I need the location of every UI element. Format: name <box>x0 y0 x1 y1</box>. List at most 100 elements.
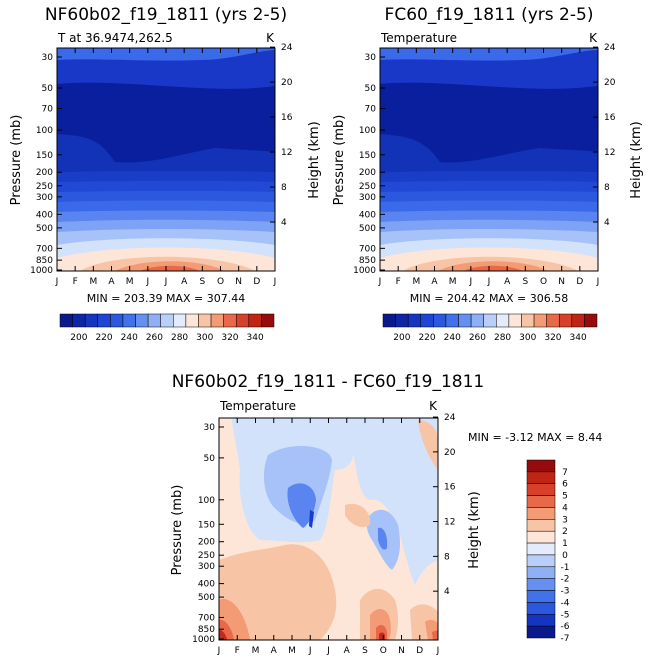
x-tick-label: A <box>504 277 511 287</box>
colorbar-swatch <box>97 313 111 328</box>
colorbar-label: -4 <box>561 598 570 608</box>
x-tick-label: M <box>126 277 134 287</box>
x-tick-label: A <box>108 277 115 287</box>
panel-3: NF60b02_f19_1811 - FC60_f19_1811 Tempera… <box>170 372 602 656</box>
y-tick-label: 50 <box>204 454 216 464</box>
colorbar-swatch <box>420 313 434 328</box>
colorbar-swatch <box>160 313 174 328</box>
panel-1-subtitle: T at 36.9474,262.5 <box>57 31 173 45</box>
colorbar-swatch <box>546 313 560 328</box>
colorbar-swatch <box>526 459 556 473</box>
y-tick-label: 150 <box>359 151 376 161</box>
x-tick-label: O <box>217 277 224 287</box>
colorbar-swatch <box>210 313 224 328</box>
y-tick-label: 700 <box>359 244 376 254</box>
y-tick-label: 700 <box>198 613 215 623</box>
colorbar-swatch <box>526 578 556 591</box>
height-tick-label: 16 <box>281 113 293 123</box>
panel-1-colorbar: 200 220 240 260 280 300 320 340 <box>59 313 275 343</box>
colorbar-label: 2 <box>562 527 568 537</box>
colorbar-label: 320 <box>221 333 238 343</box>
colorbar-label: 7 <box>562 468 568 478</box>
colorbar-swatch <box>382 313 396 328</box>
panel-3-ylabel-right: Height (km) <box>467 491 482 568</box>
y-tick-label: 500 <box>359 224 376 234</box>
colorbar-label: 200 <box>70 333 87 343</box>
colorbar-swatch <box>261 313 275 328</box>
colorbar-label: -1 <box>561 563 570 573</box>
y-tick-label: 1000 <box>192 635 215 645</box>
colorbar-label: -5 <box>561 610 570 620</box>
panel-2: FC60_f19_1811 (yrs 2-5) Temperature K J F… <box>332 5 644 343</box>
colorbar-label: 200 <box>393 333 410 343</box>
x-tick-label: J <box>55 277 59 287</box>
colorbar-swatch <box>235 313 250 328</box>
colorbar-label: 220 <box>95 333 112 343</box>
x-tick-label: D <box>576 277 583 287</box>
height-tick-label: 24 <box>281 43 293 53</box>
colorbar-swatch <box>84 313 99 328</box>
y-tick-label: 50 <box>42 84 54 94</box>
x-tick-label: F <box>396 277 401 287</box>
x-tick-label: M <box>252 646 260 656</box>
y-tick-label: 850 <box>359 256 376 266</box>
colorbar-swatch <box>526 566 556 579</box>
colorbar-label: -6 <box>561 622 570 632</box>
panel-1-stats: MIN = 203.39 MAX = 307.44 <box>87 292 245 305</box>
height-tick-label: 24 <box>444 413 456 423</box>
panel-3-ylabel: Pressure (mb) <box>170 485 185 576</box>
x-tick-label: J <box>308 646 312 656</box>
x-tick-label: J <box>146 277 150 287</box>
height-tick-label: 16 <box>604 113 616 123</box>
height-tick-label: 4 <box>281 218 287 228</box>
x-tick-label: M <box>449 277 457 287</box>
y-tick-label: 1000 <box>353 266 376 276</box>
colorbar-label: 240 <box>121 333 138 343</box>
y-tick-label: 250 <box>36 182 53 192</box>
colorbar-swatch <box>433 313 447 328</box>
colorbar-swatch <box>526 495 556 508</box>
panel-3-contours <box>219 418 438 640</box>
panel-3-stats: MIN = -3.12 MAX = 8.44 <box>468 431 602 444</box>
x-tick-label: J <box>326 646 330 656</box>
y-tick-label: 500 <box>198 593 215 603</box>
y-tick-label: 700 <box>36 244 53 254</box>
x-tick-label: J <box>217 646 221 656</box>
height-tick-label: 20 <box>604 78 616 88</box>
colorbar-swatch <box>122 313 136 328</box>
panel-2-contours <box>380 48 598 271</box>
colorbar-label: 260 <box>146 333 163 343</box>
colorbar-swatch <box>458 313 472 328</box>
colorbar-swatch <box>445 313 459 328</box>
colorbar-swatch <box>526 542 556 556</box>
x-tick-label: N <box>235 277 242 287</box>
y-tick-label: 400 <box>198 580 215 590</box>
colorbar-swatch <box>508 313 522 328</box>
colorbar-swatch <box>147 313 161 328</box>
y-tick-label: 400 <box>359 210 376 220</box>
colorbar-swatch <box>526 554 556 568</box>
height-tick-label: 20 <box>281 78 293 88</box>
y-tick-label: 30 <box>42 53 54 63</box>
colorbar-swatch <box>571 313 585 328</box>
colorbar-swatch <box>521 313 535 328</box>
y-tick-label: 500 <box>36 224 53 234</box>
colorbar-label: 280 <box>171 333 188 343</box>
x-tick-label: O <box>380 646 387 656</box>
colorbar-swatch <box>470 313 484 328</box>
x-tick-label: A <box>271 646 278 656</box>
height-tick-label: 12 <box>444 518 455 528</box>
colorbar-swatch <box>526 602 556 615</box>
colorbar-swatch <box>185 313 199 328</box>
colorbar-label: 300 <box>519 333 536 343</box>
colorbar-label: 4 <box>562 503 568 513</box>
x-tick-label: M <box>412 277 420 287</box>
height-tick-label: 24 <box>604 43 616 53</box>
y-tick-label: 70 <box>365 104 377 114</box>
panel-3-units: K <box>429 399 438 413</box>
x-tick-label: N <box>558 277 565 287</box>
colorbar-swatch <box>198 313 212 328</box>
panel-1-ylabel-right: Height (km) <box>307 121 322 198</box>
x-tick-label: O <box>540 277 547 287</box>
